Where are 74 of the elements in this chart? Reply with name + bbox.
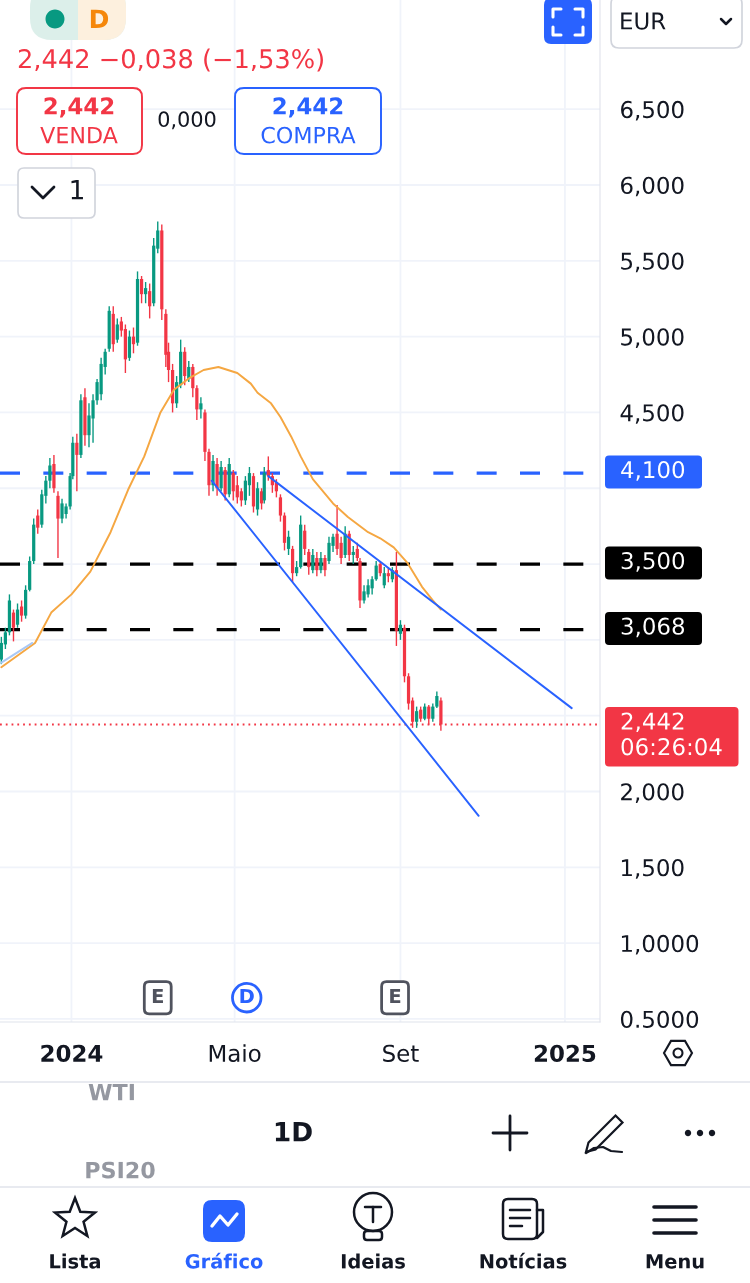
y-tick-label: 4,500: [620, 404, 684, 424]
x-tick-label: Set: [383, 1044, 419, 1062]
annotation: D: [90, 9, 109, 28]
text: PSI20: [86, 1161, 155, 1179]
candlestick: [139, 275, 144, 304]
candlestick: [239, 487, 243, 508]
y-tick-label: 5,000: [621, 328, 684, 348]
text: Lista: [50, 1253, 100, 1269]
y-tick-label: 6,500: [621, 100, 684, 121]
annotation: 2,442: [44, 97, 114, 118]
annotation: COMPRA: [261, 126, 356, 144]
x-tick-label: 2024: [41, 1044, 103, 1062]
x-tick-label: 2025: [534, 1044, 596, 1062]
annotation: D: [240, 988, 254, 1004]
ref-line-label: 4,100: [621, 461, 685, 481]
y-tick-label: 1,500: [621, 859, 684, 879]
candlestick: [199, 396, 203, 420]
candlestick: [366, 578, 370, 599]
candlestick: [427, 704, 431, 726]
candlestick: [382, 566, 386, 590]
candlestick: [286, 530, 291, 556]
text: Gráfico: [185, 1252, 263, 1269]
candlestick: [259, 487, 264, 511]
ref-line-label: 3,500: [621, 551, 685, 572]
candlestick: [278, 493, 283, 523]
candlestick: [75, 432, 79, 492]
annotation: 1: [71, 180, 83, 200]
annotation: 2,442 −0,038 (−1,53%): [18, 48, 323, 72]
candlestick: [231, 469, 235, 502]
candlestick: [144, 281, 148, 304]
candlestick: [56, 490, 60, 559]
candlestick: [415, 705, 419, 729]
text: EUR: [621, 12, 666, 30]
candlestick: [19, 599, 24, 623]
candlestick: [219, 460, 223, 492]
x-tick-label: Maio: [209, 1044, 261, 1062]
candlestick: [323, 554, 327, 577]
y-tick-label: 5,500: [621, 252, 684, 273]
annotation: 2,442: [273, 97, 343, 118]
candlestick: [311, 548, 315, 574]
candlestick: [115, 317, 119, 344]
candlestick: [15, 602, 20, 629]
candlestick: [60, 498, 64, 524]
text: Menu: [646, 1254, 704, 1269]
text: 1D: [275, 1122, 312, 1142]
candlestick: [148, 282, 152, 320]
text: Notícias: [480, 1252, 567, 1269]
candlestick: [327, 536, 331, 565]
candlestick: [235, 475, 239, 505]
annotation: 0,000: [158, 111, 216, 130]
candlestick: [36, 508, 40, 535]
candlestick: [339, 536, 343, 565]
candlestick: [11, 608, 16, 643]
candlestick: [127, 329, 132, 362]
candlestick: [351, 545, 355, 565]
candlestick: [315, 551, 319, 577]
candlestick: [255, 481, 260, 517]
line-series: [0, 365, 442, 669]
candlestick: [303, 523, 307, 556]
candlestick: [247, 466, 252, 497]
y-tick-label: 2,000: [621, 783, 684, 803]
annotation: E: [152, 988, 163, 1004]
y-tick-label: 1,0000: [621, 934, 699, 955]
y-tick-label: 0.5000: [620, 1010, 699, 1028]
candlestick: [398, 619, 403, 641]
ref-line-label: 3,068: [621, 617, 685, 638]
text: Ideias: [341, 1253, 405, 1269]
annotation: E: [390, 988, 401, 1004]
candlestick: [319, 551, 323, 574]
text: WTI: [88, 1083, 134, 1101]
candlestick: [307, 548, 311, 576]
annotation: VENDA: [40, 126, 118, 144]
ref-line-label: 2,442 06:26:04: [621, 712, 722, 756]
y-tick-label: 6,000: [621, 176, 684, 197]
